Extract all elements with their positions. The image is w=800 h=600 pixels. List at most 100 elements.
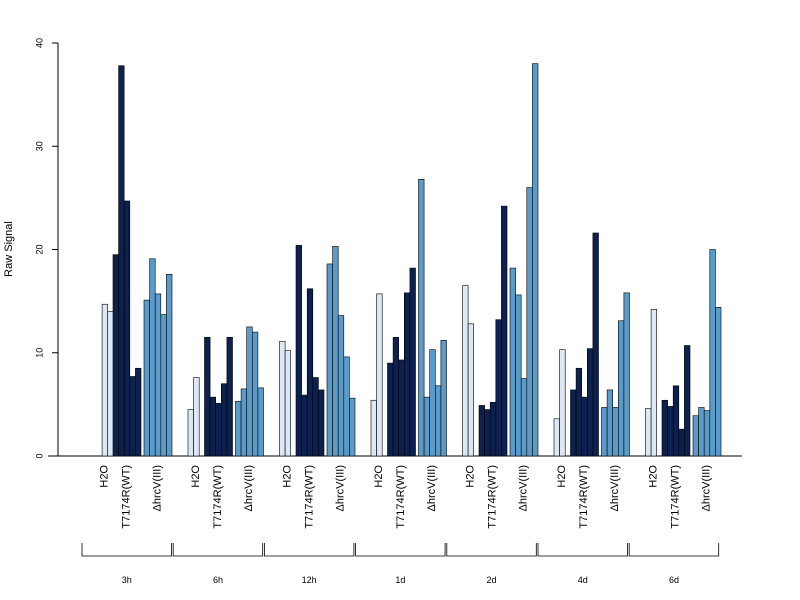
bar — [312, 377, 319, 457]
time-bracket — [537, 543, 628, 557]
bar — [349, 397, 356, 457]
bar — [193, 377, 200, 457]
condition-label: ΔhrcV(III) — [334, 465, 346, 511]
bar — [149, 258, 156, 457]
bar — [154, 293, 162, 457]
bar — [318, 389, 325, 457]
y-axis: 0 10 20 30 40 — [34, 38, 59, 459]
bar — [672, 385, 680, 457]
bar — [160, 314, 167, 457]
bar — [252, 331, 259, 457]
bar — [409, 267, 416, 457]
bar — [703, 410, 711, 457]
bar — [520, 378, 528, 457]
bar — [553, 418, 560, 457]
bar — [246, 326, 253, 457]
bar — [123, 200, 131, 457]
time-label: 12h — [302, 575, 317, 585]
bar — [204, 336, 211, 457]
time-bracket — [628, 543, 720, 557]
condition-label: H2O — [556, 465, 568, 488]
bar — [306, 288, 314, 457]
bar — [279, 341, 286, 457]
y-axis-label: Raw Signal — [3, 221, 15, 277]
condition-label: T7174R(WT) — [303, 465, 315, 529]
bar — [112, 254, 119, 457]
bar — [332, 246, 339, 457]
bar — [462, 285, 469, 457]
bar — [129, 376, 136, 457]
bar — [601, 407, 608, 457]
bar — [698, 407, 705, 457]
condition-label: H2O — [98, 465, 110, 488]
bar — [667, 406, 674, 457]
bar — [429, 349, 436, 457]
bar — [118, 65, 125, 457]
condition-label: H2O — [281, 465, 293, 488]
bar — [226, 336, 233, 457]
bar — [575, 367, 582, 457]
bar — [586, 348, 594, 457]
bar — [301, 394, 308, 457]
bar — [592, 232, 599, 457]
bar — [467, 323, 475, 457]
bar — [617, 320, 625, 457]
bar — [337, 315, 345, 457]
bar — [645, 408, 652, 457]
condition-label: ΔhrcV(III) — [243, 465, 255, 511]
bar — [423, 396, 431, 457]
bar — [526, 187, 533, 457]
bar — [515, 294, 522, 457]
bar — [387, 362, 394, 457]
bars — [101, 63, 722, 457]
bar — [343, 356, 350, 457]
bar — [370, 399, 377, 457]
bar — [376, 293, 383, 457]
condition-label: H2O — [647, 465, 659, 488]
condition-label: ΔhrcV(III) — [517, 465, 529, 511]
bar — [559, 349, 566, 457]
bar — [692, 415, 699, 457]
bar — [434, 385, 442, 457]
bar — [501, 205, 508, 457]
bar — [612, 407, 619, 457]
bar — [187, 409, 194, 457]
time-label: 6h — [213, 575, 223, 585]
condition-label: H2O — [190, 465, 202, 488]
bar — [107, 311, 114, 457]
time-bracket — [446, 543, 537, 557]
condition-label: ΔhrcV(III) — [609, 465, 621, 511]
time-label: 6d — [669, 575, 679, 585]
condition-label: T7174R(WT) — [578, 465, 590, 529]
condition-label: T7174R(WT) — [120, 465, 132, 529]
bar — [484, 409, 491, 457]
bar — [257, 387, 264, 457]
bar — [532, 63, 539, 457]
bar — [101, 303, 108, 457]
time-label: 3h — [122, 575, 132, 585]
condition-label: T7174R(WT) — [212, 465, 224, 529]
condition-label: ΔhrcV(III) — [426, 465, 438, 511]
time-bracket — [172, 543, 264, 557]
bar — [678, 428, 685, 457]
condition-label: ΔhrcV(III) — [151, 465, 163, 511]
bar — [489, 402, 497, 457]
bar — [709, 249, 716, 457]
bar — [661, 399, 668, 457]
time-label: 4d — [578, 575, 588, 585]
bar — [215, 403, 222, 457]
time-label: 2d — [487, 575, 497, 585]
y-tick-label: 0 — [34, 453, 44, 458]
time-label: 1d — [395, 575, 405, 585]
y-tick-label: 30 — [34, 141, 44, 151]
bar — [570, 389, 577, 457]
bar — [209, 396, 217, 457]
time-bracket — [355, 543, 446, 557]
condition-labels: H2O T7174R(WT) ΔhrcV(III) H2O T7174R(WT) Δhrc… — [98, 465, 712, 529]
condition-label: T7174R(WT) — [395, 465, 407, 529]
time-bracket — [263, 543, 355, 557]
bar — [235, 400, 242, 457]
bar — [684, 345, 691, 457]
condition-label: T7174R(WT) — [486, 465, 498, 529]
